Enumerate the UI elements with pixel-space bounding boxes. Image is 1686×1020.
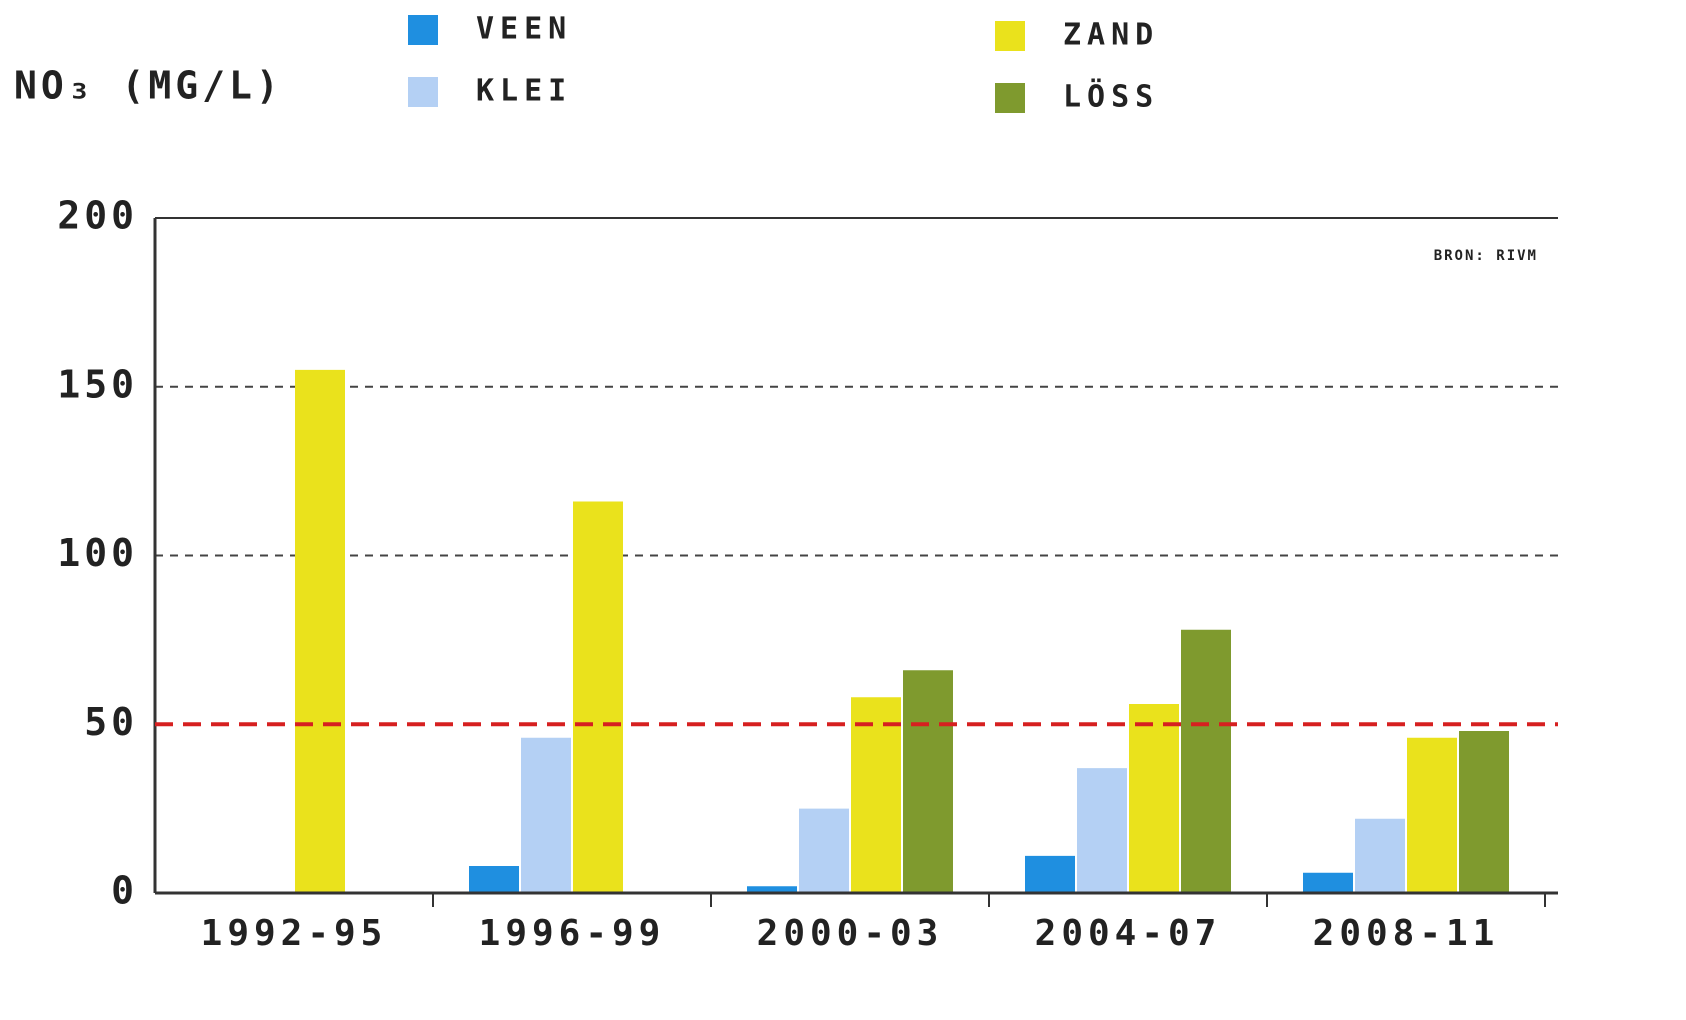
bar — [799, 808, 849, 893]
bar — [1355, 818, 1405, 893]
source-note: BRON: RIVM — [1434, 248, 1538, 264]
legend-label: ZAND — [1063, 18, 1159, 53]
bar — [903, 670, 953, 893]
legend-label: VEEN — [476, 12, 572, 47]
bar — [1459, 731, 1509, 893]
bar — [851, 697, 901, 893]
x-tick-label: 2008-11 — [1313, 913, 1500, 954]
bar — [1129, 704, 1179, 893]
legend-swatch — [408, 15, 438, 45]
legend-swatch — [995, 21, 1025, 51]
legend-label: LÖSS — [1063, 78, 1159, 115]
bar — [1025, 855, 1075, 893]
y-tick-label: 200 — [57, 194, 138, 238]
x-tick-label: 1992-95 — [201, 913, 388, 954]
bar — [295, 369, 345, 893]
bar — [573, 501, 623, 893]
legend-swatch — [408, 77, 438, 107]
bar — [521, 737, 571, 893]
bar — [1303, 872, 1353, 893]
bar — [1077, 768, 1127, 893]
y-tick-label: 100 — [57, 531, 138, 575]
legend-label: KLEI — [476, 74, 572, 109]
bar — [747, 886, 797, 893]
bar — [469, 866, 519, 893]
y-tick-label: 50 — [84, 700, 138, 744]
bar — [1407, 737, 1457, 893]
x-tick-label: 1996-99 — [479, 913, 666, 954]
chart-title: NO₃ (MG/L) — [14, 64, 283, 108]
y-tick-label: 150 — [57, 362, 138, 406]
legend-swatch — [995, 83, 1025, 113]
x-tick-label: 2004-07 — [1035, 913, 1222, 954]
x-tick-label: 2000-03 — [757, 913, 944, 954]
bar — [1181, 629, 1231, 893]
y-tick-label: 0 — [111, 869, 138, 913]
